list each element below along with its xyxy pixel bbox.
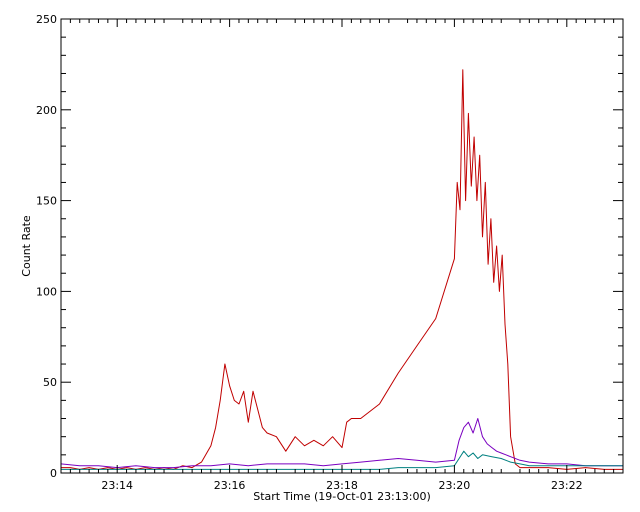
y-tick-label: 200	[36, 104, 57, 117]
x-tick-label: 23:20	[439, 479, 471, 492]
y-tick-label: 100	[36, 285, 57, 298]
y-axis-title: Count Rate	[20, 215, 33, 277]
y-tick-label: 250	[36, 13, 57, 26]
series-line-1	[61, 69, 623, 470]
x-tick-label: 23:16	[214, 479, 246, 492]
y-tick-label: 150	[36, 195, 57, 208]
ticks-layer: 23:14 23:16 23:18 23:20 23:22 0 50 100 150 200 250	[36, 13, 623, 492]
series-line-3	[61, 450, 623, 470]
x-tick-label: 23:22	[551, 479, 583, 492]
y-tick-label: 0	[50, 467, 57, 480]
x-tick-label: 23:18	[326, 479, 358, 492]
x-axis-title: Start Time (19-Oct-01 23:13:00)	[253, 490, 431, 503]
x-tick-label: 23:14	[101, 479, 133, 492]
y-tick-label: 50	[43, 376, 57, 389]
plot-frame	[60, 18, 624, 474]
series-line-2	[60, 418, 623, 469]
series-layer	[60, 69, 623, 470]
